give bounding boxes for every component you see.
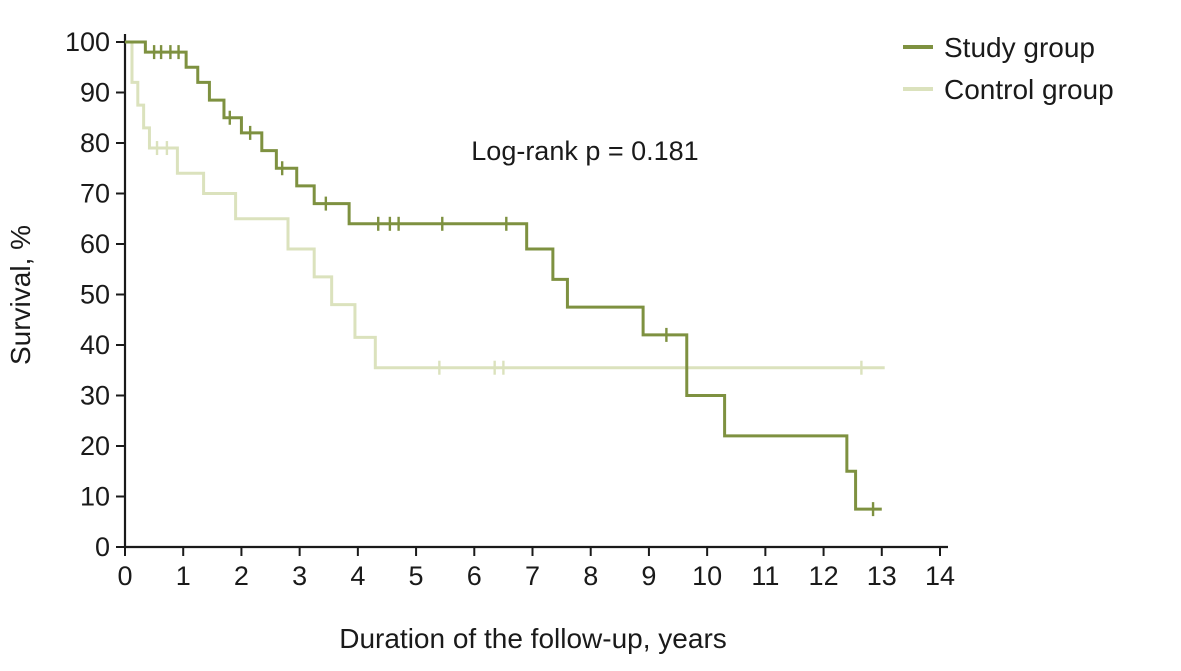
y-tick-label: 20 xyxy=(80,431,110,461)
x-tick-label: 3 xyxy=(292,561,307,591)
y-tick-label: 40 xyxy=(80,330,110,360)
x-tick-label: 13 xyxy=(867,561,897,591)
legend-label-study-group: Study group xyxy=(944,32,1095,63)
series-line-control-group xyxy=(125,40,885,370)
y-tick-label: 10 xyxy=(80,482,110,512)
y-tick-label: 30 xyxy=(80,381,110,411)
x-axis-title: Duration of the follow-up, years xyxy=(339,623,727,654)
y-tick-label: 50 xyxy=(80,280,110,310)
x-tick-label: 14 xyxy=(925,561,955,591)
x-tick-label: 1 xyxy=(176,561,191,591)
annotation-logrank: Log-rank p = 0.181 xyxy=(471,136,698,166)
x-tick-label: 6 xyxy=(467,561,482,591)
x-tick-label: 4 xyxy=(350,561,365,591)
tick-labels: 0 1 2 3 4 5 6 7 8 9 10 11 12 13 1401020304050607080901… xyxy=(65,27,955,591)
legend-label-control-group: Control group xyxy=(944,74,1114,105)
x-tick-label: 0 xyxy=(117,561,132,591)
x-tick-label: 8 xyxy=(583,561,598,591)
axes xyxy=(116,34,948,556)
y-tick-label: 100 xyxy=(65,27,110,57)
series-lines xyxy=(125,40,885,517)
legend: Study group Control group xyxy=(903,32,1114,105)
x-tick-label: 5 xyxy=(409,561,424,591)
x-tick-label: 7 xyxy=(525,561,540,591)
y-tick-label: 60 xyxy=(80,229,110,259)
x-tick-label: 11 xyxy=(751,561,779,591)
x-tick-label: 9 xyxy=(641,561,656,591)
x-tick-label: 10 xyxy=(692,561,722,591)
x-tick-label: 2 xyxy=(234,561,249,591)
y-tick-label: 0 xyxy=(95,532,110,562)
y-tick-label: 90 xyxy=(80,78,110,108)
series-line-study-group xyxy=(125,40,882,511)
y-tick-label: 70 xyxy=(80,179,110,209)
y-axis-title: Survival, % xyxy=(5,225,36,365)
y-tick-label: 80 xyxy=(80,128,110,158)
x-tick-label: 12 xyxy=(809,561,839,591)
